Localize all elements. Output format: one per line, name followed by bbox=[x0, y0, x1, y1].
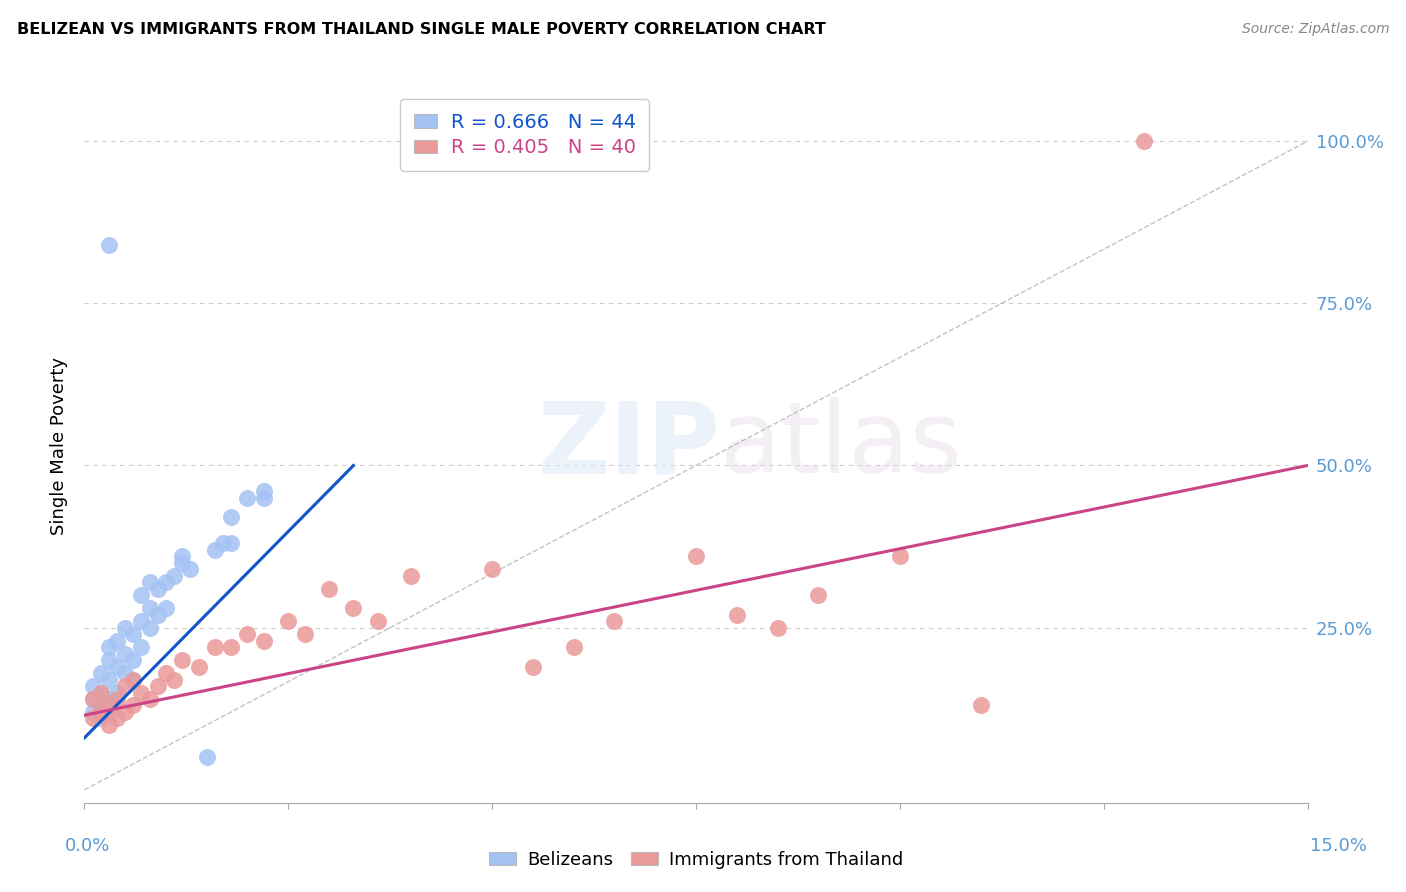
Point bbox=[219, 536, 242, 550]
Point bbox=[155, 601, 177, 615]
Point bbox=[122, 673, 145, 687]
Text: Source: ZipAtlas.com: Source: ZipAtlas.com bbox=[1241, 22, 1389, 37]
Point bbox=[82, 711, 104, 725]
Y-axis label: Single Male Poverty: Single Male Poverty bbox=[51, 357, 69, 535]
Point bbox=[685, 549, 707, 564]
Point bbox=[204, 640, 226, 654]
Point bbox=[163, 673, 186, 687]
Point bbox=[138, 575, 160, 590]
Point bbox=[90, 685, 112, 699]
Point bbox=[131, 588, 153, 602]
Point bbox=[807, 588, 830, 602]
Point bbox=[204, 542, 226, 557]
Point bbox=[155, 666, 177, 681]
Point bbox=[97, 705, 120, 719]
Point bbox=[219, 640, 242, 654]
Text: 0.0%: 0.0% bbox=[65, 837, 110, 855]
Point bbox=[90, 666, 112, 681]
Point bbox=[131, 640, 153, 654]
Point bbox=[155, 575, 177, 590]
Point bbox=[603, 614, 626, 628]
Text: ZIP: ZIP bbox=[537, 398, 720, 494]
Point bbox=[90, 705, 112, 719]
Point bbox=[97, 698, 120, 713]
Point bbox=[970, 698, 993, 713]
Point bbox=[318, 582, 340, 596]
Point bbox=[105, 711, 128, 725]
Point bbox=[131, 614, 153, 628]
Point bbox=[253, 633, 276, 648]
Point bbox=[725, 607, 748, 622]
Point bbox=[146, 607, 169, 622]
Point bbox=[562, 640, 585, 654]
Point bbox=[172, 556, 194, 570]
Text: BELIZEAN VS IMMIGRANTS FROM THAILAND SINGLE MALE POVERTY CORRELATION CHART: BELIZEAN VS IMMIGRANTS FROM THAILAND SIN… bbox=[17, 22, 825, 37]
Point bbox=[138, 601, 160, 615]
Point bbox=[105, 659, 128, 673]
Point bbox=[195, 750, 218, 764]
Point bbox=[212, 536, 235, 550]
Point bbox=[122, 698, 145, 713]
Point bbox=[105, 692, 128, 706]
Point bbox=[114, 705, 136, 719]
Point bbox=[82, 705, 104, 719]
Point bbox=[294, 627, 316, 641]
Point bbox=[82, 692, 104, 706]
Point bbox=[122, 673, 145, 687]
Point bbox=[277, 614, 299, 628]
Point bbox=[219, 510, 242, 524]
Point bbox=[146, 679, 169, 693]
Point bbox=[172, 549, 194, 564]
Point bbox=[138, 621, 160, 635]
Point bbox=[187, 659, 209, 673]
Text: 15.0%: 15.0% bbox=[1310, 837, 1367, 855]
Point bbox=[122, 653, 145, 667]
Point bbox=[367, 614, 389, 628]
Point bbox=[766, 621, 789, 635]
Legend: Belizeans, Immigrants from Thailand: Belizeans, Immigrants from Thailand bbox=[482, 844, 910, 876]
Text: atlas: atlas bbox=[720, 398, 962, 494]
Point bbox=[236, 627, 259, 641]
Point bbox=[114, 666, 136, 681]
Point bbox=[97, 640, 120, 654]
Point bbox=[90, 685, 112, 699]
Point bbox=[1133, 134, 1156, 148]
Point bbox=[122, 627, 145, 641]
Point bbox=[481, 562, 503, 576]
Point bbox=[253, 491, 276, 505]
Point bbox=[889, 549, 911, 564]
Point bbox=[172, 653, 194, 667]
Point bbox=[114, 621, 136, 635]
Point bbox=[131, 685, 153, 699]
Point bbox=[97, 718, 120, 732]
Point bbox=[236, 491, 259, 505]
Point bbox=[97, 653, 120, 667]
Point bbox=[82, 679, 104, 693]
Point bbox=[97, 673, 120, 687]
Point bbox=[253, 484, 276, 499]
Point bbox=[399, 568, 422, 582]
Point bbox=[138, 692, 160, 706]
Point bbox=[97, 692, 120, 706]
Point bbox=[82, 692, 104, 706]
Point bbox=[97, 238, 120, 252]
Point bbox=[114, 647, 136, 661]
Point bbox=[342, 601, 364, 615]
Point bbox=[90, 698, 112, 713]
Point bbox=[179, 562, 201, 576]
Point bbox=[163, 568, 186, 582]
Point bbox=[105, 633, 128, 648]
Point bbox=[105, 685, 128, 699]
Point bbox=[522, 659, 544, 673]
Point bbox=[146, 582, 169, 596]
Point bbox=[90, 711, 112, 725]
Point bbox=[114, 679, 136, 693]
